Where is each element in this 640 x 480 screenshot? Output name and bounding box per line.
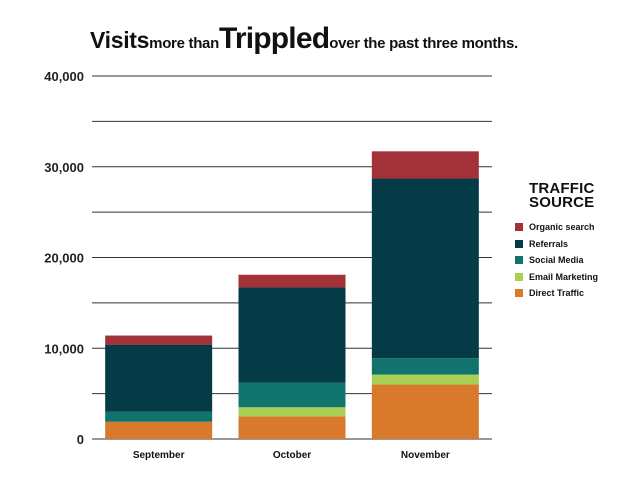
bar-segment-organic-search [371, 151, 479, 179]
title-visits: Visits [90, 27, 150, 53]
legend-title-line2: SOURCE [529, 194, 595, 211]
chart-title: Visitsmore thanTrippledover the past thr… [90, 22, 518, 56]
legend-swatch [515, 272, 523, 281]
bar-segment-organic-search [238, 274, 346, 288]
legend-item: Organic search [515, 219, 598, 236]
y-tick-label: 10,000 [44, 341, 84, 356]
title-trippled: Trippled [218, 22, 330, 55]
bar-segment-direct-traffic [371, 384, 479, 439]
legend-item: Referrals [515, 236, 598, 253]
bar-segment-direct-traffic [238, 416, 346, 439]
x-tick-label: September [133, 450, 185, 461]
x-tick-label: November [401, 450, 450, 461]
bar-segment-social-media [105, 411, 213, 422]
legend-label: Organic search [529, 222, 595, 233]
legend-label: Referrals [529, 238, 569, 249]
bar-segment-email-marketing [371, 374, 479, 385]
legend-label: Email Marketing [529, 271, 599, 282]
y-tick-label: 20,000 [44, 251, 84, 266]
legend-item: Social Media [515, 252, 598, 269]
legend-title: TRAFFIC SOURCE [529, 180, 598, 211]
bar-segment-referrals [105, 344, 213, 412]
title-more-than: more than [149, 35, 219, 52]
legend-swatch [515, 239, 523, 248]
legend-swatch [515, 289, 523, 298]
x-tick-label: October [273, 450, 311, 461]
bar-segment-social-media [238, 382, 346, 408]
y-tick-label: 30,000 [44, 160, 84, 175]
bar-segment-referrals [371, 178, 479, 359]
legend: TRAFFIC SOURCE Organic search Referrals So… [515, 180, 598, 302]
bar-segment-direct-traffic [105, 421, 213, 439]
y-tick-label: 40,000 [44, 69, 84, 84]
title-tail: over the past three months. [329, 35, 518, 52]
legend-items: Organic search Referrals Social Media Email… [515, 219, 598, 302]
y-tick-label: 0 [77, 432, 84, 447]
legend-title-line1: TRAFFIC [529, 180, 595, 197]
bar-segment-referrals [238, 287, 346, 383]
bar-segment-email-marketing [238, 407, 346, 417]
bar-segment-social-media [371, 358, 479, 375]
legend-item: Email Marketing [515, 269, 598, 286]
legend-swatch [515, 223, 523, 232]
legend-label: Social Media [529, 255, 584, 266]
legend-swatch [515, 256, 523, 265]
bar-segment-organic-search [105, 335, 213, 345]
legend-item: Direct Traffic [515, 285, 598, 302]
legend-label: Direct Traffic [529, 288, 585, 299]
